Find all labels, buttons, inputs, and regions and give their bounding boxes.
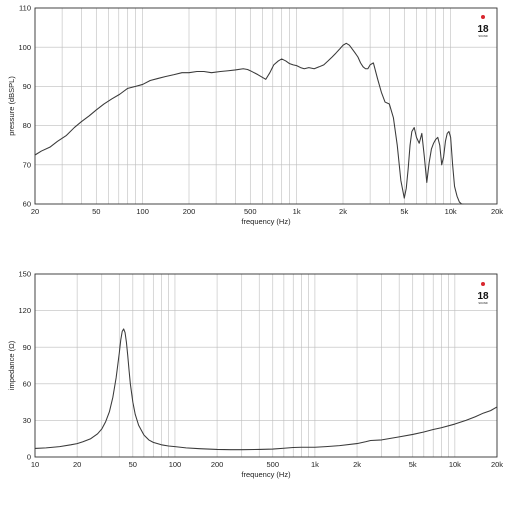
plot-frame	[34, 7, 498, 205]
brand-logo-lower: 18 SOUND	[477, 282, 489, 305]
brand-logo-number: 18	[477, 24, 489, 35]
pressure-curve	[34, 42, 464, 205]
x-tick-label: 20	[31, 207, 39, 216]
y-tick-label: 60	[23, 379, 31, 388]
y-tick-label: 80	[23, 121, 31, 130]
y-tick-label: 90	[23, 343, 31, 352]
y-tick-label: 0	[27, 453, 31, 462]
x-tick-label: 10k	[445, 207, 457, 216]
y-tick-label: 100	[18, 43, 31, 52]
plot-frame	[34, 273, 498, 458]
y-tick-label: 70	[23, 160, 31, 169]
x-tick-label: 5k	[409, 460, 417, 469]
y-tick-label: 30	[23, 416, 31, 425]
y-tick-label: 150	[18, 270, 31, 279]
x-tick-label: 200	[211, 460, 224, 469]
x-tick-label: 10	[31, 460, 39, 469]
x-tick-label: 500	[267, 460, 280, 469]
brand-logo-lower-dot	[481, 282, 485, 286]
y-tick-label: 90	[23, 82, 31, 91]
x-tick-label: 50	[129, 460, 137, 469]
x-tick-label: 100	[169, 460, 182, 469]
x-tick-label: 2k	[339, 207, 347, 216]
y-axis-title: impedance (Ω)	[7, 340, 16, 390]
y-tick-label: 60	[23, 200, 31, 209]
x-axis-title: frequency (Hz)	[241, 217, 291, 226]
y-axis-title: pressure (dBSPL)	[7, 76, 16, 136]
y-tick-label: 110	[19, 4, 31, 13]
x-tick-label: 20	[73, 460, 81, 469]
impedance-curve	[34, 328, 498, 451]
x-tick-label: 50	[92, 207, 100, 216]
x-axis-title: frequency (Hz)	[241, 470, 291, 479]
x-tick-label: 1k	[311, 460, 319, 469]
impedance-chart: 10 20 50 100 200 500 1k 2k 5k 10k 20k 0 30 60 90 120 150…	[7, 270, 503, 479]
x-tick-label: 100	[136, 207, 149, 216]
y-tick-label: 120	[18, 306, 31, 315]
brand-logo-word: SOUND	[478, 34, 487, 38]
brand-logo: 18 SOUND	[477, 15, 489, 38]
x-tick-label: 200	[183, 207, 196, 216]
x-tick-label: 10k	[449, 460, 461, 469]
frequency-response-chart: 20 50 100 200 500 1k 2k 5k 10k 20k 60 70 80 90 100 110 f…	[7, 4, 503, 226]
x-tick-label: 20k	[491, 207, 503, 216]
brand-logo-lower-word: SOUND	[478, 301, 487, 305]
x-tick-label: 1k	[293, 207, 301, 216]
x-tick-label: 2k	[353, 460, 361, 469]
brand-logo-lower-number: 18	[477, 291, 489, 302]
x-tick-label: 500	[244, 207, 257, 216]
x-tick-label: 5k	[400, 207, 408, 216]
brand-logo-dot	[481, 15, 485, 19]
x-tick-label: 20k	[491, 460, 503, 469]
